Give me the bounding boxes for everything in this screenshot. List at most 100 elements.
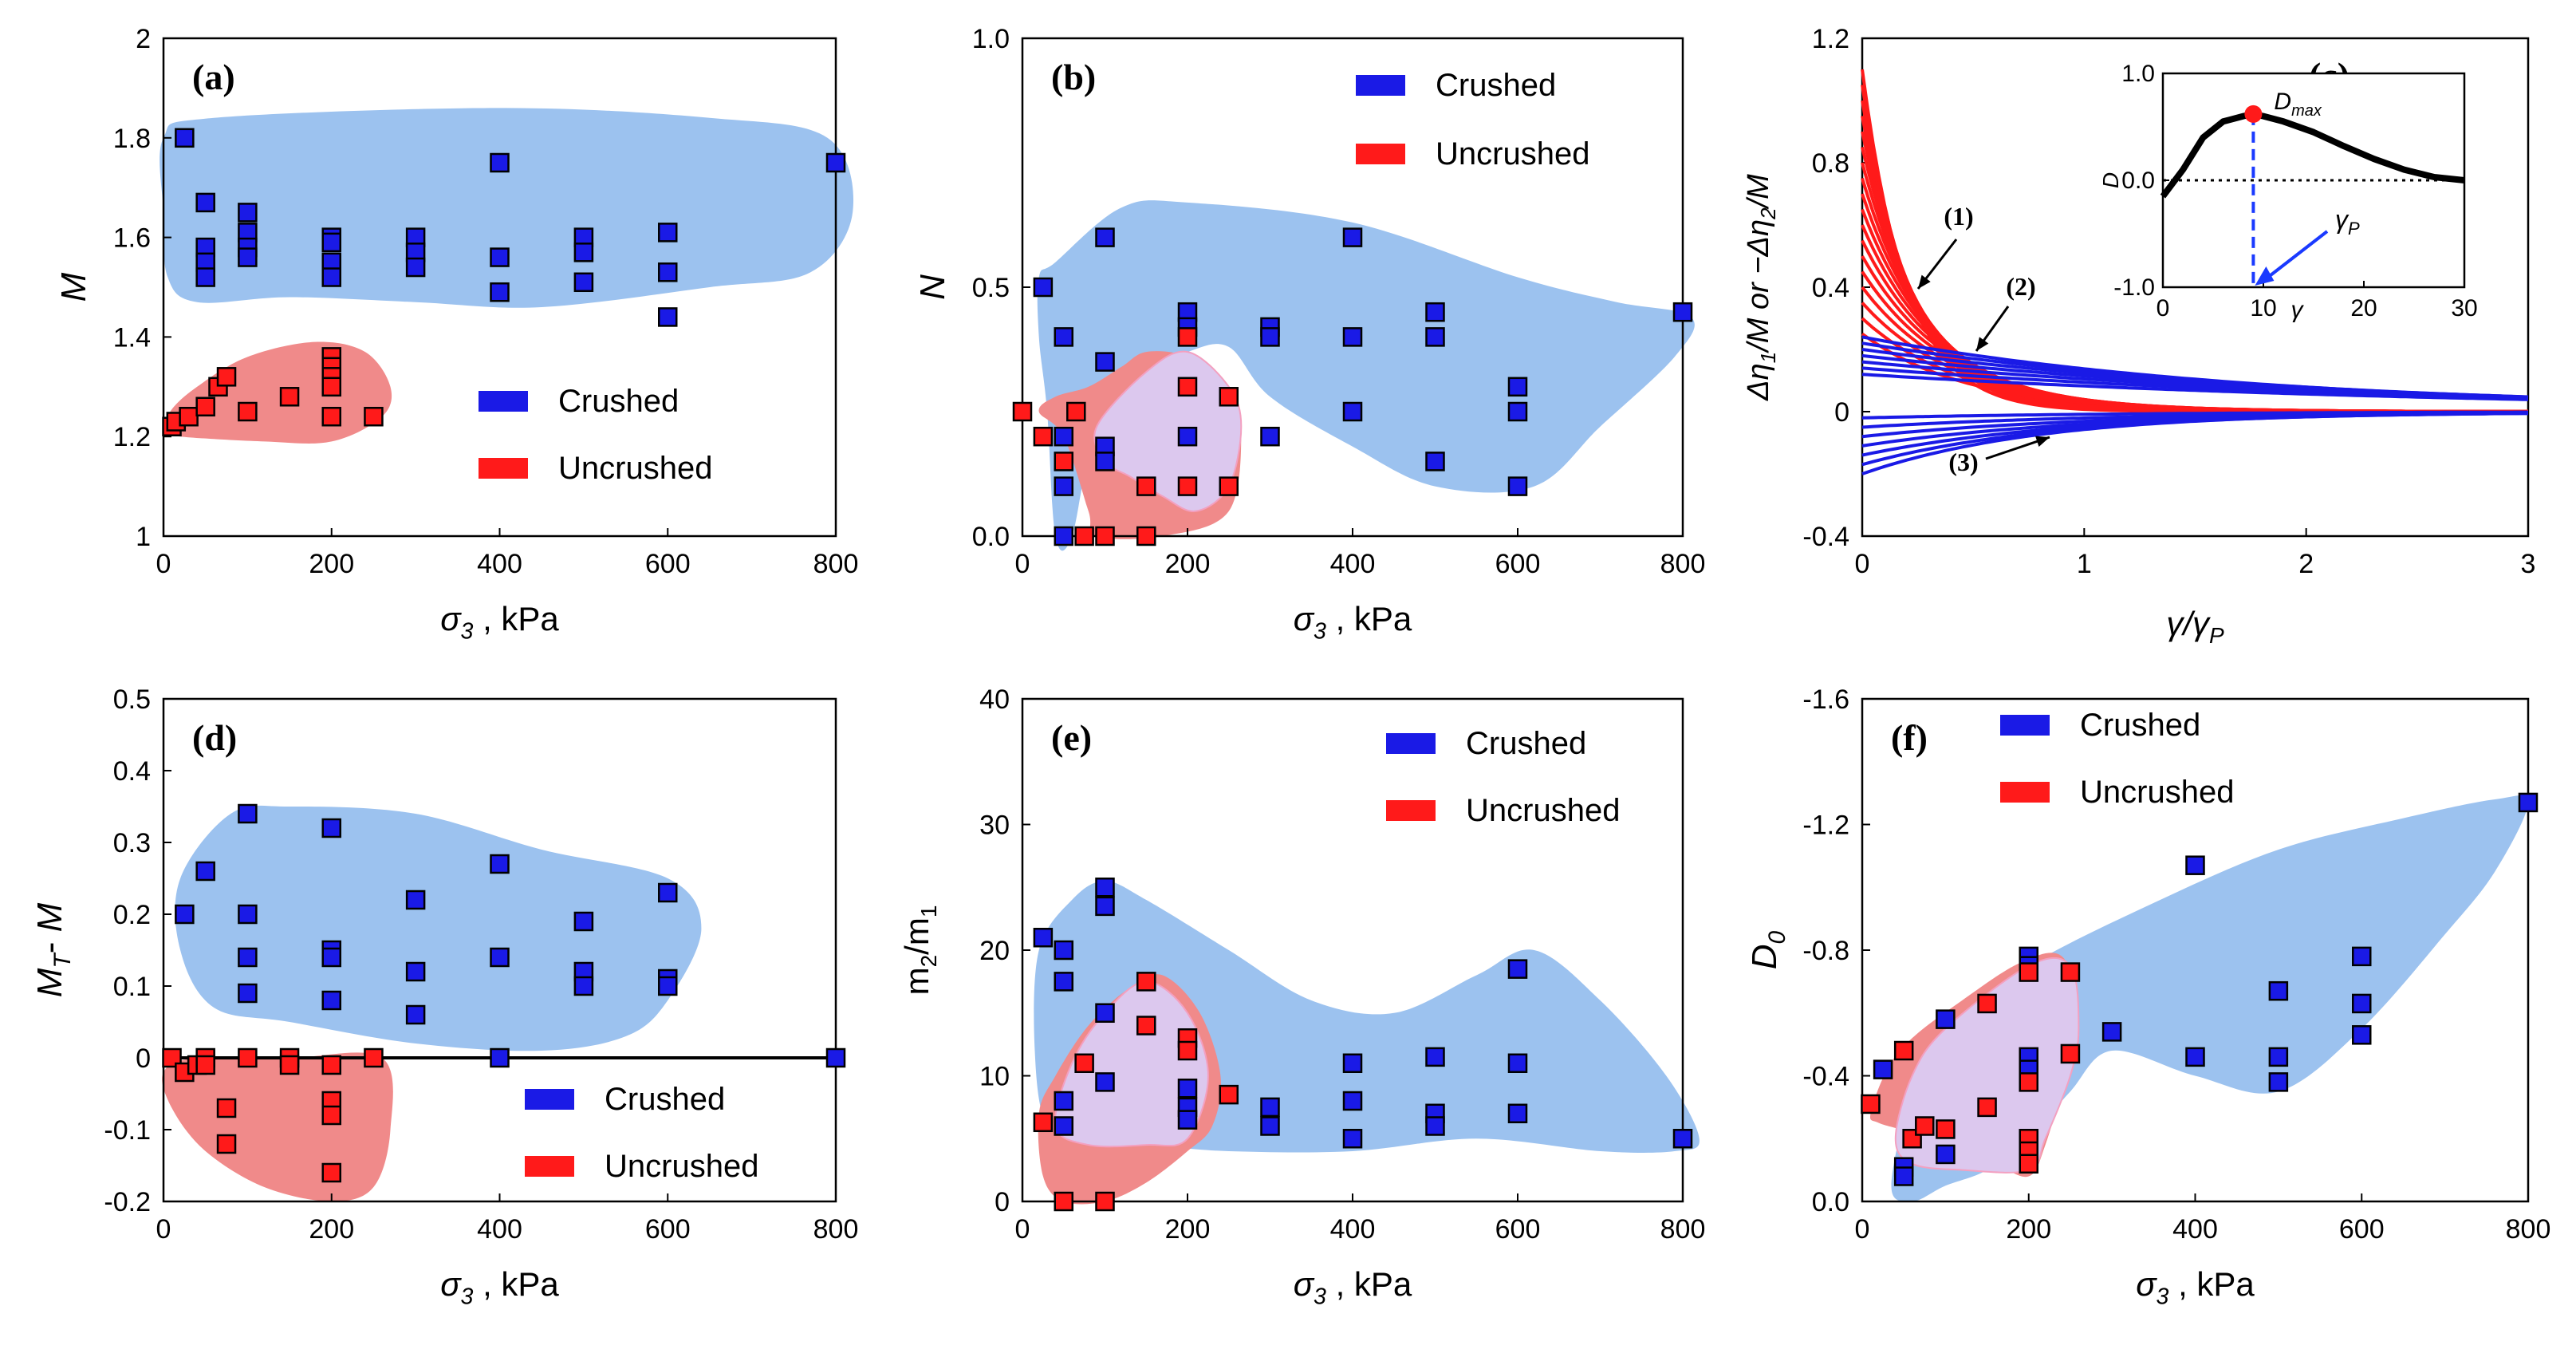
crushed-point bbox=[1507, 1053, 1528, 1073]
overlap-region bbox=[1894, 957, 2080, 1174]
crushed-point bbox=[1425, 1047, 1445, 1067]
crushed-point bbox=[238, 904, 258, 925]
crushed-point bbox=[1095, 452, 1115, 471]
y-tick-label: 1.2 bbox=[113, 422, 151, 452]
y-tick-label: 0 bbox=[1834, 397, 1849, 428]
crushed-point bbox=[1342, 1091, 1363, 1111]
crushed-curve bbox=[1861, 410, 2528, 420]
crushed-region bbox=[160, 108, 854, 308]
y-tick-label: 1 bbox=[136, 522, 151, 552]
x-tick-label: 400 bbox=[1330, 1214, 1376, 1245]
crushed-point bbox=[2268, 1072, 2289, 1092]
y-tick-label: 40 bbox=[979, 684, 1010, 715]
uncrushed-point bbox=[2060, 962, 2081, 982]
crushed-point bbox=[1507, 1103, 1528, 1123]
crushed-point bbox=[1033, 277, 1054, 298]
legend-label-crushed: Crushed bbox=[605, 1082, 725, 1117]
legend-swatch-uncrushed bbox=[1356, 144, 1405, 164]
x-tick-label: 1 bbox=[2077, 549, 2092, 579]
uncrushed-point bbox=[1177, 327, 1198, 347]
crushed-point bbox=[1425, 327, 1445, 347]
crushed-point bbox=[1054, 972, 1073, 992]
crushed-point bbox=[2101, 1022, 2122, 1042]
uncrushed-point bbox=[1177, 1040, 1198, 1061]
panel-e: 0 200 400 600 800 0 10 20 30 40 (e) Crushed Uncrushe… bbox=[898, 684, 1705, 1310]
panel-label: (b) bbox=[1051, 57, 1096, 97]
crushed-point bbox=[175, 128, 195, 148]
x-tick-label: 2 bbox=[2298, 549, 2314, 579]
crushed-point bbox=[1507, 401, 1528, 422]
crushed-point bbox=[1095, 878, 1115, 897]
crushed-point bbox=[238, 947, 258, 968]
uncrushed-point bbox=[2060, 1043, 2081, 1064]
x-tick-label: 3 bbox=[2521, 549, 2536, 579]
crushed-point bbox=[2518, 792, 2539, 813]
crushed-point bbox=[658, 223, 678, 243]
inset-plot: 0 10 20 30 -1.0 0.0 1.0 Dmax γP γ D bbox=[2098, 61, 2478, 323]
y-axis-label: M bbox=[54, 272, 93, 302]
y-tick-label: 0.8 bbox=[1812, 148, 1849, 179]
crushed-point bbox=[1054, 426, 1073, 447]
x-tick-label: 600 bbox=[645, 549, 691, 579]
uncrushed-point bbox=[1915, 1116, 1935, 1136]
crushed-point bbox=[825, 1047, 846, 1068]
legend-swatch-uncrushed bbox=[2000, 782, 2050, 803]
crushed-point bbox=[490, 152, 510, 173]
y-tick-label: 0.1 bbox=[113, 972, 151, 1002]
y-tick-label: 0.0 bbox=[972, 522, 1010, 552]
uncrushed-point bbox=[1074, 1053, 1094, 1073]
y-tick-label: -0.2 bbox=[104, 1187, 151, 1217]
y-tick-label: -0.4 bbox=[1802, 1062, 1849, 1092]
inset-dmax-point bbox=[2244, 105, 2263, 123]
legend-label-uncrushed: Uncrushed bbox=[558, 451, 712, 486]
legend-swatch-uncrushed bbox=[479, 458, 528, 479]
x-tick-label: 0 bbox=[156, 549, 171, 579]
uncrushed-point bbox=[1136, 972, 1156, 992]
crushed-point bbox=[1425, 1116, 1445, 1136]
x-axis-label: σ3 , kPa bbox=[2136, 1265, 2255, 1310]
inset-x-axis-label: γ bbox=[2291, 297, 2305, 323]
crushed-point bbox=[321, 818, 341, 838]
crushed-point bbox=[2268, 1047, 2289, 1067]
uncrushed-point bbox=[2019, 1154, 2038, 1174]
uncrushed-point bbox=[321, 377, 341, 397]
legend-swatch-crushed bbox=[1356, 75, 1405, 96]
crushed-point bbox=[1342, 1053, 1363, 1073]
uncrushed-point bbox=[321, 1162, 341, 1183]
y-tick-label: 1.6 bbox=[113, 223, 151, 254]
y-tick-label: -1.2 bbox=[1802, 811, 1849, 841]
crushed-point bbox=[405, 1004, 426, 1025]
crushed-point bbox=[1054, 940, 1073, 961]
uncrushed-point bbox=[364, 1047, 384, 1068]
crushed-point bbox=[405, 257, 426, 278]
uncrushed-point bbox=[1066, 401, 1086, 422]
legend-label-crushed: Crushed bbox=[1436, 68, 1556, 103]
crushed-point bbox=[1672, 1129, 1693, 1149]
crushed-point bbox=[1342, 1129, 1363, 1149]
x-tick-label: 400 bbox=[477, 1214, 522, 1245]
uncrushed-point bbox=[1977, 993, 1997, 1014]
x-tick-label: 800 bbox=[813, 1214, 859, 1245]
uncrushed-point bbox=[1033, 1112, 1054, 1133]
crushed-point bbox=[1260, 327, 1280, 347]
panel-label: (a) bbox=[192, 57, 235, 97]
legend-label-crushed: Crushed bbox=[1466, 726, 1586, 761]
uncrushed-point bbox=[279, 1055, 300, 1075]
panel-b: 0 200 400 600 800 0.0 0.5 1.0 (b) Crushed Uncrushe… bbox=[913, 24, 1705, 645]
y-tick-label: 0.4 bbox=[113, 756, 151, 787]
crushed-point bbox=[1054, 476, 1073, 496]
x-tick-label: 400 bbox=[2172, 1214, 2218, 1245]
x-tick-label: 400 bbox=[1330, 549, 1376, 579]
crushed-point bbox=[1177, 426, 1198, 447]
uncrushed-point bbox=[2019, 1072, 2038, 1092]
inset-x-tick-label: 0 bbox=[2157, 295, 2170, 322]
crushed-point bbox=[658, 976, 678, 996]
x-tick-label: 200 bbox=[1165, 1214, 1211, 1245]
y-axis-label: m2/m1 bbox=[898, 905, 941, 996]
legend-swatch-crushed bbox=[2000, 715, 2050, 736]
crushed-point bbox=[321, 947, 341, 968]
legend-swatch-crushed bbox=[525, 1089, 574, 1110]
crushed-point bbox=[1507, 377, 1528, 397]
arrow-head bbox=[2255, 266, 2275, 286]
panel-f: 0 200 400 600 800 0.0 -0.4 -0.8 -1.2 -1.6 (f) Crush… bbox=[1745, 684, 2550, 1310]
